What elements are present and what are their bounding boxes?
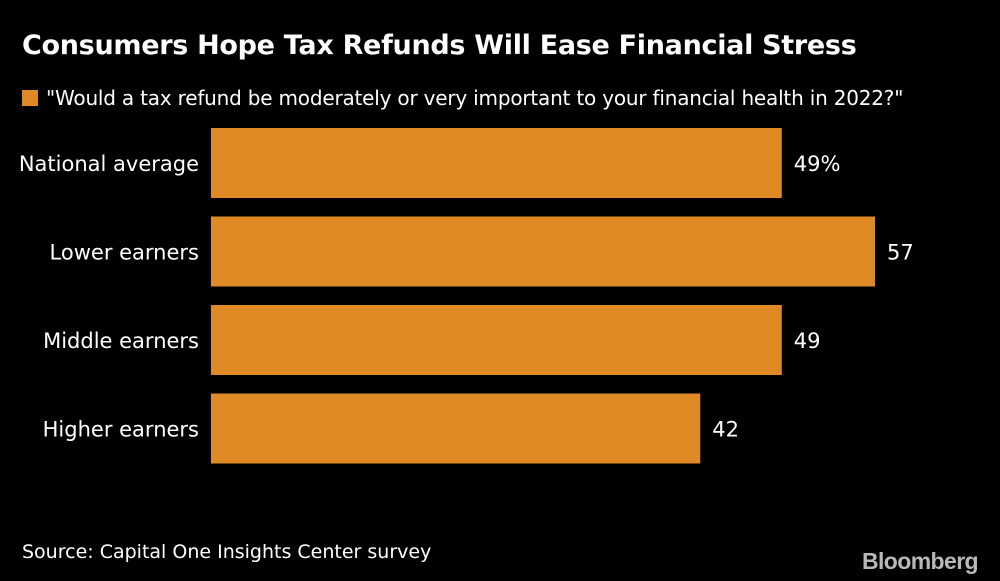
category-label: Lower earners xyxy=(50,241,199,265)
bar-middle-earners xyxy=(211,305,782,375)
bar-lower-earners xyxy=(211,216,875,287)
category-label: National average xyxy=(19,152,199,176)
legend-label: "Would a tax refund be moderately or ver… xyxy=(46,86,904,110)
value-label: 49 xyxy=(794,329,821,353)
value-label: 42 xyxy=(712,418,739,442)
bloomberg-logo: Bloomberg xyxy=(862,548,979,574)
legend-swatch xyxy=(22,90,38,106)
category-label: Middle earners xyxy=(43,329,199,353)
chart-title: Consumers Hope Tax Refunds Will Ease Fin… xyxy=(22,30,857,61)
category-label: Higher earners xyxy=(43,418,199,442)
source-note: Source: Capital One Insights Center surv… xyxy=(22,541,432,563)
value-label: 57 xyxy=(887,241,914,265)
bar-national-average xyxy=(211,128,782,198)
value-label: 49% xyxy=(794,152,841,176)
legend: "Would a tax refund be moderately or ver… xyxy=(22,86,903,110)
bar-higher-earners xyxy=(211,393,701,464)
